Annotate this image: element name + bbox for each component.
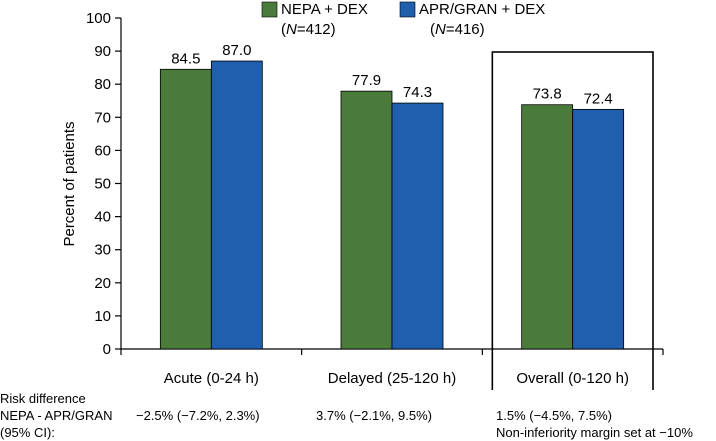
- category-labels-group: Acute (0-24 h) Delayed (25-120 h) Overall …: [164, 370, 629, 387]
- x-axis: [120, 348, 664, 355]
- y-tick-label: 30: [94, 242, 111, 259]
- legend: NEPA + DEX (N=412) APR/GRAN + DEX (N=416…: [261, 1, 545, 38]
- y-tick-label: 70: [94, 109, 111, 126]
- bar-value-label: 84.5: [171, 50, 200, 67]
- footer-ci-label: (95% CI):: [0, 425, 55, 440]
- overall-highlight-box: [491, 51, 654, 390]
- legend-swatch-aprgran: [399, 1, 416, 18]
- footer-non-inferiority-note: Non-inferiority margin set at −10%: [496, 425, 693, 440]
- category-label: Overall (0-120 h): [516, 370, 629, 387]
- bar-value-label: 77.9: [352, 72, 381, 89]
- bar-aprgran-0: [210, 60, 263, 350]
- footer-comparison-label: NEPA - APR/GRAN: [0, 408, 113, 423]
- bars-group: [159, 60, 625, 350]
- y-tick-label: 0: [103, 341, 111, 358]
- y-tick-label: 20: [94, 275, 111, 292]
- bar-value-label: 72.4: [584, 90, 613, 107]
- footer-acute-risk-difference: −2.5% (−7.2%, 2.3%): [136, 408, 260, 423]
- bar-value-label: 74.3: [403, 84, 432, 101]
- y-tick-label: 80: [94, 76, 111, 93]
- bar-aprgran-2: [572, 108, 625, 350]
- y-axis-label: Percent of patients: [61, 121, 78, 246]
- bar-nepa-2: [521, 104, 574, 350]
- legend-n-nepa: (N=412): [281, 21, 336, 38]
- category-label: Acute (0-24 h): [164, 370, 259, 387]
- y-tick-label: 90: [94, 43, 111, 60]
- bar-value-label: 73.8: [533, 86, 562, 103]
- legend-label-aprgran: APR/GRAN + DEX: [419, 1, 545, 18]
- y-tick-label: 40: [94, 209, 111, 226]
- bar-chart: 0 10 20 30 40 50 60 70 80 90 100 Percent of patien…: [61, 1, 664, 390]
- legend-n-aprgran: (N=416): [430, 21, 485, 38]
- bar-aprgran-1: [391, 102, 444, 350]
- category-label: Delayed (25-120 h): [328, 370, 456, 387]
- y-tick-label: 100: [86, 10, 111, 27]
- value-labels-group: 84.5 87.0 77.9 74.3 73.8 72.4: [171, 42, 613, 107]
- y-tick-label: 10: [94, 308, 111, 325]
- footer-delayed-risk-difference: 3.7% (−2.1%, 9.5%): [316, 408, 432, 423]
- legend-swatch-nepa: [261, 1, 278, 18]
- y-tick-label: 60: [94, 142, 111, 159]
- legend-label-nepa: NEPA + DEX: [281, 1, 368, 18]
- bar-value-label: 87.0: [222, 42, 251, 59]
- footer-overall-risk-difference: 1.5% (−4.5%, 7.5%): [496, 408, 612, 423]
- y-tick-label: 50: [94, 176, 111, 193]
- footer-risk-difference-label: Risk difference: [0, 391, 86, 406]
- y-axis: 0 10 20 30 40 50 60 70 80 90 100: [86, 10, 122, 358]
- bar-nepa-1: [340, 90, 393, 350]
- bar-nepa-0: [159, 68, 212, 350]
